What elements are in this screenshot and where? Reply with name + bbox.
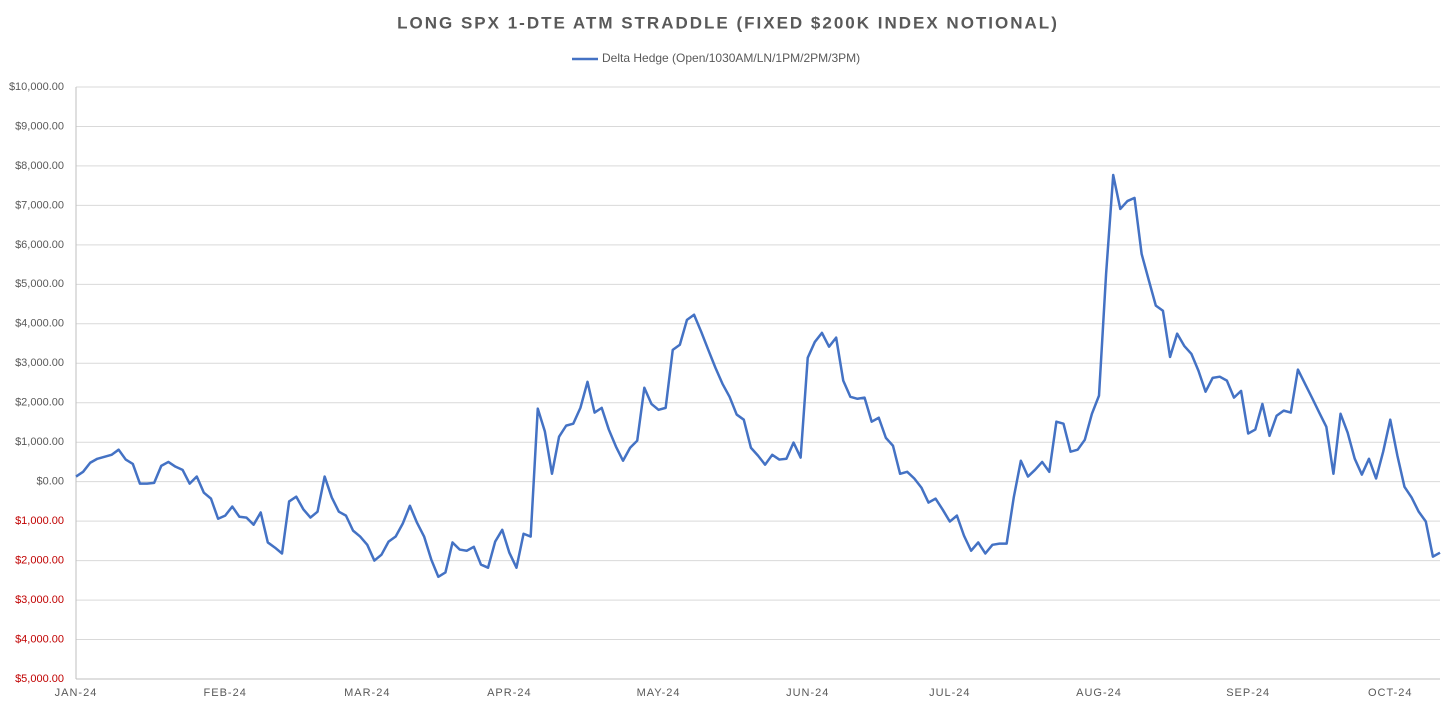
y-tick-label: $3,000.00	[15, 357, 64, 369]
x-tick-label: JUL-24	[929, 687, 970, 699]
x-tick-label: APR-24	[487, 687, 532, 699]
y-tick-label: $4,000.00	[15, 318, 64, 330]
y-tick-label: $5,000.00	[15, 673, 64, 685]
x-tick-label: FEB-24	[204, 687, 247, 699]
y-tick-label: $7,000.00	[15, 199, 64, 211]
y-tick-label: $1,000.00	[15, 436, 64, 448]
y-tick-label: $1,000.00	[15, 515, 64, 527]
x-tick-label: AUG-24	[1076, 687, 1122, 699]
y-tick-label: $2,000.00	[15, 555, 64, 567]
legend-label: Delta Hedge (Open/1030AM/LN/1PM/2PM/3PM)	[602, 51, 860, 65]
y-tick-label: $0.00	[36, 476, 64, 488]
x-tick-label: OCT-24	[1368, 687, 1413, 699]
y-tick-label: $2,000.00	[15, 397, 64, 409]
y-tick-label: $9,000.00	[15, 120, 64, 132]
x-tick-label: SEP-24	[1226, 687, 1270, 699]
x-tick-label: JUN-24	[786, 687, 829, 699]
x-tick-label: MAY-24	[637, 687, 681, 699]
y-tick-label: $5,000.00	[15, 278, 64, 290]
y-tick-label: $4,000.00	[15, 633, 64, 645]
y-tick-label: $10,000.00	[9, 81, 64, 93]
y-tick-label: $8,000.00	[15, 160, 64, 172]
x-tick-label: MAR-24	[344, 687, 390, 699]
y-tick-label: $3,000.00	[15, 594, 64, 606]
x-tick-label: JAN-24	[55, 687, 98, 699]
chart-title: LONG SPX 1-DTE ATM STRADDLE (FIXED $200K…	[397, 13, 1059, 32]
series-line	[75, 173, 1441, 579]
y-tick-label: $6,000.00	[15, 239, 64, 251]
